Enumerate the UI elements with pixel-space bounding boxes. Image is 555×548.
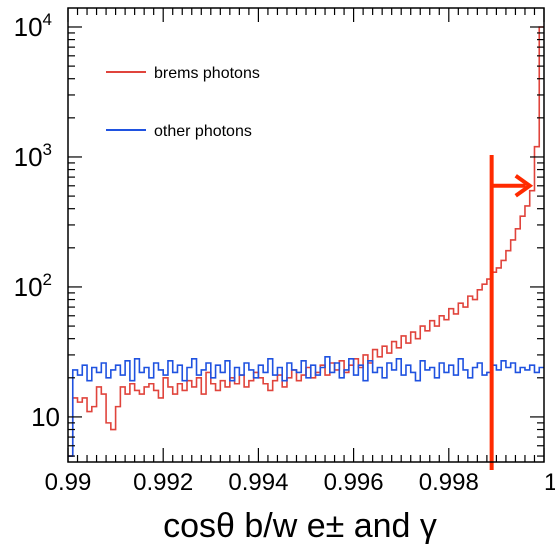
y-tick-label: 102 (14, 270, 52, 302)
y-tick-label: 104 (14, 10, 52, 42)
x-tick-label: 0.994 (228, 469, 288, 496)
x-axis-label: cosθ b/w e± and γ (163, 507, 437, 545)
axes: 0.99 0.992 0.994 0.996 0.998 1 10 102 103 104 (14, 7, 555, 496)
legend-label: other photons (154, 123, 252, 140)
arrow-icon (514, 174, 534, 198)
series-line-0 (68, 26, 544, 457)
x-tick-label: 0.99 (45, 469, 92, 496)
legend: brems photons other photons (106, 65, 260, 140)
x-tick-label: 0.996 (324, 469, 384, 496)
y-tick-label: 10 (31, 402, 60, 432)
plot-area (68, 26, 544, 470)
x-tick-label: 0.992 (133, 469, 193, 496)
y-tick-label: 103 (14, 140, 52, 172)
x-tick-label: 1 (544, 469, 555, 496)
legend-label: brems photons (154, 65, 260, 82)
series-line-1 (68, 356, 544, 457)
x-tick-label: 0.998 (419, 469, 479, 496)
